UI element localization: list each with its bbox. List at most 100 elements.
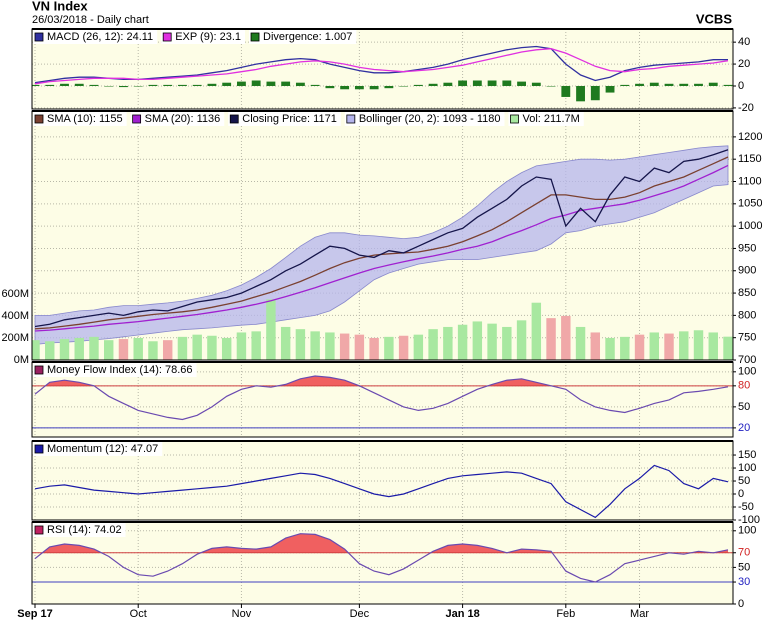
x-tick-label: Feb xyxy=(556,608,575,620)
y2-tick-label: 600M xyxy=(1,288,29,300)
legend-background xyxy=(130,112,225,126)
volume-bar xyxy=(679,331,689,360)
legend-background xyxy=(33,112,127,126)
y-tick-label: 40 xyxy=(738,36,750,48)
divergence-bar xyxy=(635,83,644,86)
volume-bar xyxy=(398,335,409,360)
volume-bar xyxy=(516,320,527,360)
chart-title: VN Index xyxy=(32,0,88,13)
divergence-bar xyxy=(561,85,571,97)
volume-bar xyxy=(590,332,601,360)
volume-bar xyxy=(472,321,483,360)
divergence-bar xyxy=(487,80,497,86)
legend-background xyxy=(33,523,126,537)
y-tick-label: 800 xyxy=(738,309,756,321)
y-tick-label: 20 xyxy=(738,58,750,70)
legend-background xyxy=(33,30,158,44)
volume-bar xyxy=(32,340,40,360)
plot xyxy=(32,441,733,520)
divergence-bar xyxy=(428,83,438,86)
divergence-bar xyxy=(295,82,305,86)
legend-background xyxy=(249,30,357,44)
y-tick-label: 950 xyxy=(738,242,756,254)
volume-bar xyxy=(664,333,674,360)
volume-bar xyxy=(693,330,704,360)
legend-swatch xyxy=(34,32,44,42)
legend-swatch xyxy=(346,114,356,124)
y-tick-label: 1100 xyxy=(738,175,762,187)
y2-tick-label: 400M xyxy=(1,310,29,322)
volume-bar xyxy=(104,340,114,360)
legend-swatch xyxy=(162,32,172,42)
legend-label: RSI (14): 74.02 xyxy=(47,524,122,536)
divergence-bar xyxy=(531,82,541,86)
volume-bar xyxy=(575,326,586,360)
divergence-bar xyxy=(369,85,379,90)
legend-swatch xyxy=(34,365,44,375)
volume-bar xyxy=(177,336,188,360)
y-tick-label: 850 xyxy=(738,287,756,299)
divergence-bar xyxy=(74,83,84,86)
y-tick-label: 1200 xyxy=(738,131,762,143)
legend-background xyxy=(161,30,246,44)
divergence-bar xyxy=(354,85,364,90)
y-tick-label: -50 xyxy=(738,501,754,513)
legend-background xyxy=(33,363,197,377)
volume-bar xyxy=(634,334,645,360)
divergence-bar xyxy=(620,84,630,86)
volume-bar xyxy=(236,332,247,360)
divergence-bar xyxy=(502,80,512,86)
plot xyxy=(32,29,733,109)
divergence-bar xyxy=(207,83,217,86)
volume-bar xyxy=(546,318,556,360)
plot xyxy=(32,111,733,360)
divergence-bar xyxy=(178,84,187,86)
volume-bar xyxy=(620,336,630,360)
volume-bar xyxy=(384,336,394,360)
volume-bar xyxy=(649,332,659,360)
divergence-bar xyxy=(723,84,733,86)
divergence-bar xyxy=(310,84,320,86)
legend-label: SMA (10): 1155 xyxy=(47,113,123,125)
y-tick-label: 30 xyxy=(738,576,750,588)
volume-bar xyxy=(310,331,320,360)
y-tick-label: 750 xyxy=(738,332,756,344)
legend-label: Bollinger (20, 2): 1093 - 1180 xyxy=(359,113,501,125)
x-tick-label: Mar xyxy=(630,608,649,620)
divergence-bar xyxy=(384,85,394,89)
volume-bar xyxy=(295,329,306,360)
volume-bar xyxy=(487,323,497,360)
legend-swatch xyxy=(34,444,44,454)
line xyxy=(34,48,729,85)
legend-background xyxy=(344,112,505,126)
volume-bar xyxy=(89,336,99,360)
legend-swatch xyxy=(250,32,260,42)
divergence-bar xyxy=(266,81,276,86)
y-tick-label: 50 xyxy=(738,401,750,413)
divergence-bar xyxy=(679,83,689,86)
legend-swatch xyxy=(34,525,44,535)
volume-bar xyxy=(118,339,129,360)
divergence-bar xyxy=(119,85,128,88)
volume-bar xyxy=(457,324,468,360)
y-tick-label: 100 xyxy=(738,525,756,537)
legend-label: EXP (9): 23.1 xyxy=(175,31,241,43)
y-tick-label: -20 xyxy=(738,102,754,114)
legend-background xyxy=(33,442,163,456)
line xyxy=(34,45,729,84)
legend-label: Vol: 211.7M xyxy=(523,113,580,125)
legend-swatch xyxy=(132,114,142,124)
divergence-bar xyxy=(133,85,143,87)
volume-bar xyxy=(561,315,571,360)
legend-swatch xyxy=(229,114,239,124)
legend-label: MACD (26, 12): 24.11 xyxy=(47,31,153,43)
y-tick-label: 900 xyxy=(738,265,756,277)
y-tick-label: 0 xyxy=(738,598,744,610)
line xyxy=(34,533,729,583)
divergence-bar xyxy=(148,84,158,86)
legend-label: Closing Price: 1171 xyxy=(242,113,337,125)
y-tick-label: -100 xyxy=(738,514,760,526)
volume-bar xyxy=(207,335,217,360)
